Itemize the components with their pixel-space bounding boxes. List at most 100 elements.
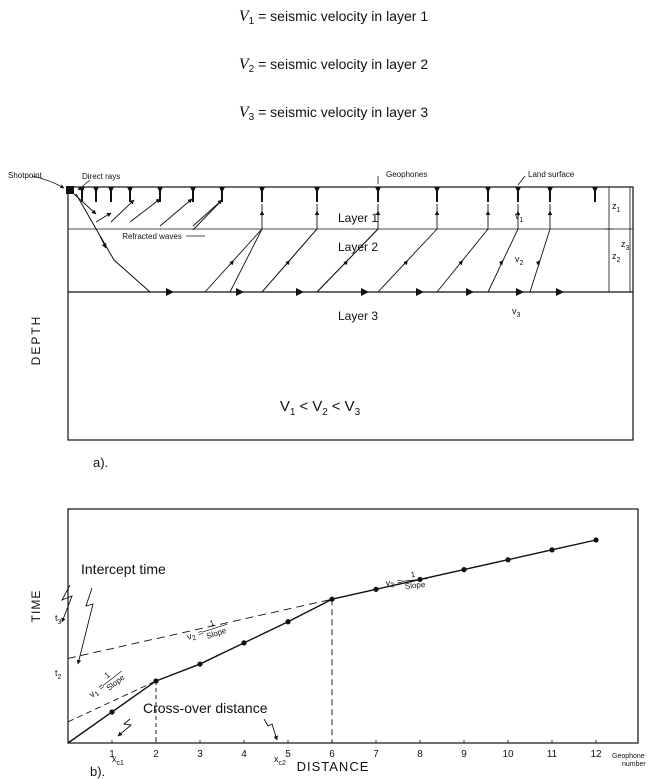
incident-ray [75,193,151,293]
geophone-icon [259,187,265,202]
intercept-time-pointer-t3 [61,584,73,623]
head-wave-arrow [516,288,524,296]
x-tick-label: 3 [197,749,203,760]
direct-ray [110,199,135,223]
refracted-ray [229,228,263,293]
geophone-icon [157,187,163,202]
x-tick-label: 8 [417,749,423,760]
geophone-icon [79,187,85,202]
legend-v2-symbol: V [238,56,249,73]
slope-v2-text: v2= [186,627,206,644]
data-point [197,661,203,667]
section-frame [67,186,634,441]
cross-section: Shotpoint Direct rays Geophones Land sur… [8,170,634,470]
distance-axis-label: DISTANCE [297,759,370,774]
layer2-label: Layer 2 [338,240,378,254]
legend-v2: V2 = seismic velocity in layer 2 [0,56,667,75]
v1-label: v1 [515,211,524,224]
t2-label: t2 [55,668,62,681]
v3-label: v3 [512,306,521,319]
geophone-points [109,537,599,715]
data-point [285,619,291,625]
head-wave-arrow [296,288,304,296]
crossover-distance-label: Cross-over distance [143,700,268,716]
slope-v2-numerator: 1 [208,618,216,628]
geophones-label: Geophones [386,170,427,179]
legend-v3: V3 = seismic velocity in layer 3 [0,104,667,123]
refracted-ray [377,204,440,293]
v2-label: v2 [515,254,524,267]
legend-v1-sub: 1 [248,16,255,27]
caption-a: a). [93,455,108,470]
x-tick-label: 6 [329,749,335,760]
geophone-icon [485,187,491,202]
refracted-ray [316,204,381,293]
legend-v1: V1 = seismic velocity in layer 1 [0,8,667,27]
geophone-icon [93,187,99,202]
geophone-row [79,187,598,202]
slope-v2-denominator: Slope [205,626,228,641]
shotpoint-marker [66,186,74,194]
shotpoint-pointer [31,175,65,189]
crossover-pointer-2 [263,718,278,741]
data-point [461,567,467,573]
geophone-number-label: Geophone [612,753,645,760]
refracted-rays-layer2 [229,228,379,293]
slope-v1-numerator: 1 [103,670,112,680]
time-distance-plot: 1 2 3 4 5 6 7 8 9 10 11 12 TIME DISTANCE Intercept … [29,508,646,779]
geophone-number-label-2: number [622,761,646,768]
x-tick-label: 2 [153,749,159,760]
x-ticks: 1 2 3 4 5 6 7 8 9 10 11 12 [109,740,602,760]
layer1-label: Layer 1 [338,211,378,225]
layer3-label: Layer 3 [338,309,378,323]
refracted-ray [204,204,265,293]
incident-arrow [99,235,107,249]
data-point [109,709,115,715]
geophone-icon [190,187,196,202]
geophone-icon [219,187,225,202]
xc2-label: xc2 [274,754,286,767]
caption-b: b). [90,764,105,779]
x-tick-label: 10 [502,749,514,760]
x-tick-label: 4 [241,749,247,760]
legend-v3-symbol: V [238,104,249,121]
x-tick-label: 7 [373,749,379,760]
z3-label: z3 [621,239,630,252]
intercept-time-label: Intercept time [81,561,166,577]
x-tick-label: 11 [547,749,558,760]
legend-v1-symbol: V [238,8,249,25]
slope-v3-text: v3 = [385,576,403,590]
geophone-icon [108,187,114,202]
refracted-rays-layer3 [204,204,553,293]
time-axis-label: TIME [29,590,43,623]
extrapolation-lines [67,598,333,743]
data-point [505,557,511,563]
legend-v3-sub: 3 [248,112,255,123]
head-wave-arrow [466,288,474,296]
geophone-icon [592,187,598,202]
legend-v2-text: = seismic velocity in layer 2 [258,56,429,72]
geophone-icon [434,187,440,202]
refracted-ray [487,204,521,293]
plot-frame [67,508,639,744]
refracted-waves-label: Refracted waves [122,232,182,241]
data-point [241,640,247,646]
slope-v3-fraction-bar [401,578,428,582]
data-point [593,537,599,543]
slope-v3-annotation: v3 = 1 Slope [385,570,428,591]
data-point [153,678,159,684]
x-tick-label: 9 [461,749,467,760]
head-wave-arrows [166,288,564,296]
head-wave-arrow [416,288,424,296]
direct-rays-label: Direct rays [82,172,120,181]
refracted-ray-a [192,199,223,231]
crossover-pointer-1 [117,718,133,737]
direct-ray [129,198,161,223]
depth-axis-label: DEPTH [29,315,43,366]
data-point [373,586,379,592]
direct-ray [159,198,193,227]
land-surface-label: Land surface [528,170,575,179]
direct-rays [73,193,223,227]
geophone-icon [314,187,320,202]
